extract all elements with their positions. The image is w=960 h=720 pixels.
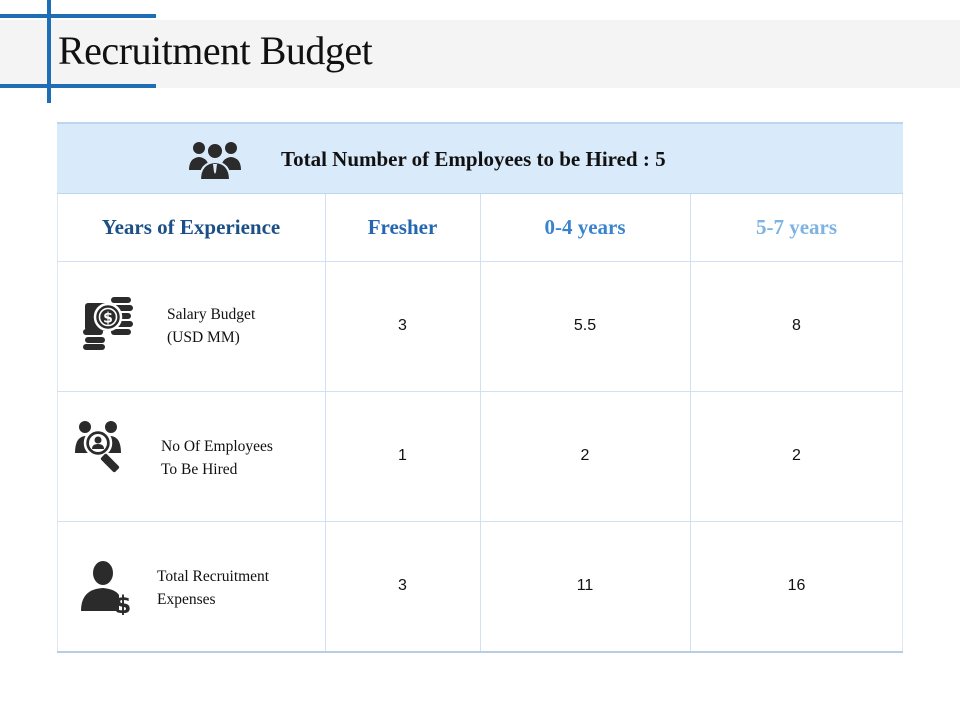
page-title: Recruitment Budget xyxy=(58,28,373,73)
svg-text:$: $ xyxy=(103,311,113,327)
grid-line xyxy=(690,194,691,653)
budget-table: Total Number of Employees to be Hired : … xyxy=(57,122,903,653)
grid-line xyxy=(325,194,326,653)
summary-row: Total Number of Employees to be Hired : … xyxy=(57,122,903,194)
accent-line-top xyxy=(0,14,156,18)
total-hires-text: Total Number of Employees to be Hired : … xyxy=(281,147,666,171)
header-0-4-years: 0-4 years xyxy=(544,215,626,239)
cell-employees-5-7: 2 xyxy=(792,447,801,464)
row-label-line: (USD MM) xyxy=(167,329,240,346)
header-years-of-experience: Years of Experience xyxy=(101,215,281,239)
row-label-line: No Of Employees xyxy=(161,438,273,455)
table-row-salary-budget: $ Salary Budget (USD MM) 3 5.5 8 xyxy=(57,261,903,391)
header-5-7-years: 5-7 years xyxy=(755,215,838,239)
person-dollar-icon: $ xyxy=(81,561,132,615)
cell-salary-fresher: 3 xyxy=(398,317,407,334)
money-coins-icon: $ xyxy=(83,297,133,350)
title-band xyxy=(0,20,960,88)
header-fresher: Fresher xyxy=(367,215,438,239)
table-row-recruitment-expenses: $ Total Recruitment Expenses 3 11 16 xyxy=(57,521,903,651)
people-search-icon xyxy=(75,421,121,473)
cell-expenses-5-7: 16 xyxy=(787,577,806,594)
header-row: Years of Experience Fresher 0-4 years 5-… xyxy=(57,194,903,261)
grid-line xyxy=(57,261,903,262)
row-label-recruitment-expenses: Total Recruitment Expenses xyxy=(157,565,307,611)
row-label-employees-to-hire: No Of Employees To Be Hired xyxy=(161,435,311,481)
accent-line-vertical xyxy=(47,0,51,103)
cell-employees-0-4: 2 xyxy=(580,447,590,464)
grid-line xyxy=(57,391,903,392)
row-label-line: Expenses xyxy=(157,591,216,608)
table-row-employees-to-hire: No Of Employees To Be Hired 1 2 2 xyxy=(57,391,903,521)
table-bottom-border xyxy=(57,651,903,653)
cell-expenses-fresher: 3 xyxy=(398,577,407,594)
cell-employees-fresher: 1 xyxy=(398,447,407,464)
row-label-line: Salary Budget xyxy=(167,306,256,323)
grid-line xyxy=(902,194,903,653)
grid-line xyxy=(57,521,903,522)
people-group-icon xyxy=(189,142,241,181)
row-label-salary-budget: Salary Budget (USD MM) xyxy=(167,303,317,349)
row-label-line: To Be Hired xyxy=(161,461,238,478)
cell-salary-0-4: 5.5 xyxy=(573,317,597,334)
svg-text:$: $ xyxy=(115,591,132,615)
cell-salary-5-7: 8 xyxy=(792,317,801,334)
accent-line-bottom xyxy=(0,84,156,88)
grid-line xyxy=(480,194,481,653)
row-label-line: Total Recruitment xyxy=(157,568,270,585)
grid-line xyxy=(57,194,58,653)
cell-expenses-0-4: 11 xyxy=(576,577,594,594)
